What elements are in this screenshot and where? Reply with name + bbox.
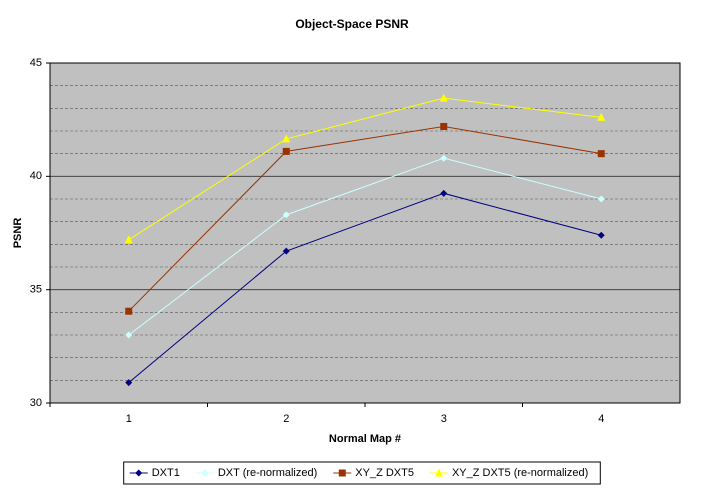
legend-marker [135,469,143,477]
point [282,211,290,219]
x-axis-label: Normal Map # [329,433,401,445]
series-line [128,192,602,383]
point [125,307,133,315]
plot-area [50,63,680,403]
y-tick-label: 35 [30,284,42,296]
x-tick-label: 4 [598,413,604,425]
point [125,379,133,387]
point [282,147,290,155]
legend-label: XY_Z DXT5 (re-normalized) [452,467,588,479]
point [440,189,448,197]
point [597,150,605,158]
legend-label: XY_Z DXT5 [355,467,414,479]
y-axis-label: PSNR [12,218,24,249]
legend-marker [434,468,443,477]
legend-label: DXT1 [152,467,180,479]
point [282,134,291,143]
series-line [128,157,602,336]
legend-box [123,461,601,485]
chart-title: Object-Space PSNR [295,17,409,31]
point [597,112,606,121]
x-tick-label: 2 [283,413,289,425]
point [282,247,290,255]
y-tick-label: 30 [30,397,42,409]
legend: DXT1 DXT (re-normalized) XY_Z DXT5 XY_Z DXT… [123,461,601,485]
point [440,154,448,162]
series-line [128,97,602,241]
y-tick-label: 40 [30,170,42,182]
point [597,231,605,239]
point [125,331,133,339]
legend-label: DXT (re-normalized) [218,467,317,479]
y-tick-label: 45 [30,57,42,69]
point [440,122,448,130]
x-tick-label: 3 [441,413,447,425]
x-tick-label: 1 [126,413,132,425]
point [439,93,448,102]
point [124,235,133,244]
series-line [128,125,602,312]
point [597,195,605,203]
legend-marker [201,469,209,477]
legend-marker [338,469,346,477]
